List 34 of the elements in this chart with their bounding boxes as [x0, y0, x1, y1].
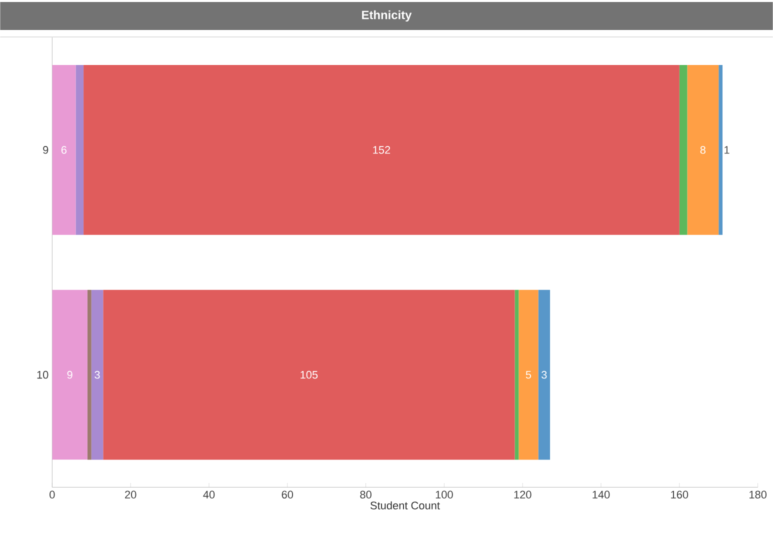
x-axis-title: Student Count — [370, 501, 440, 510]
data-label: 3 — [542, 371, 547, 379]
data-label: 3 — [94, 371, 100, 379]
bar — [52, 290, 88, 460]
data-label: 8 — [700, 146, 706, 154]
bar — [91, 290, 104, 460]
bar — [103, 290, 515, 460]
y-tick-label: 10 — [37, 371, 48, 379]
x-tick-label: 0 — [50, 490, 55, 499]
bar — [76, 65, 84, 236]
data-label: 6 — [61, 146, 66, 154]
bar — [538, 290, 550, 460]
bar — [679, 65, 688, 236]
x-tick-label: 100 — [436, 490, 453, 499]
x-tick-label: 40 — [203, 490, 215, 499]
x-tick-label: 140 — [592, 490, 610, 499]
x-tick-label: 60 — [282, 490, 294, 499]
data-label: 1 — [724, 146, 730, 154]
data-label: 5 — [526, 371, 532, 379]
data-label: 105 — [300, 371, 318, 379]
x-tick-label: 160 — [671, 490, 688, 499]
bar — [52, 65, 76, 236]
x-tick-label: 120 — [514, 490, 532, 499]
data-label: 9 — [67, 371, 72, 379]
bar — [518, 290, 538, 460]
bar — [84, 65, 680, 236]
x-tick-label: 180 — [750, 490, 767, 499]
bar — [687, 65, 719, 236]
x-tick-label: 20 — [125, 490, 136, 499]
bar — [87, 290, 92, 460]
bar — [718, 65, 723, 236]
data-label: 152 — [373, 146, 390, 154]
x-tick-label: 80 — [360, 490, 372, 499]
chart-title: Ethnicity — [362, 10, 412, 22]
